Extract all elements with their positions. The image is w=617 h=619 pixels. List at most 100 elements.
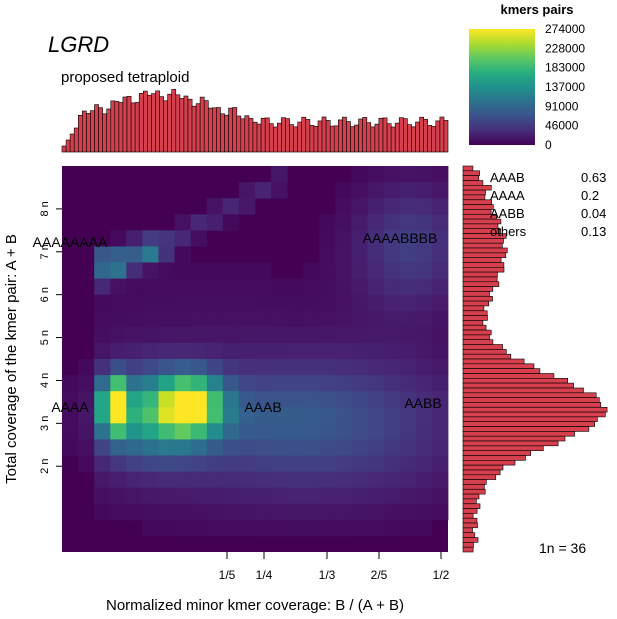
heatmap-cell [174,294,192,312]
heatmap-cell [399,262,417,279]
heatmap-cell [271,375,288,392]
heatmap-cell [174,423,192,440]
top-hist-bar [423,119,429,153]
heatmap-cell [319,359,336,376]
heatmap-cell [399,519,417,537]
proportion-label: AAAB [490,170,525,185]
x-tick-label: 1/5 [219,568,236,582]
heatmap-cell [415,455,433,472]
heatmap-cell [126,326,143,344]
right-hist-bar [462,353,512,360]
color-legend: kmers pairs 274000 228000 183000 137000 9100… [469,2,585,152]
heatmap-cell [383,262,401,279]
heatmap-cell [415,359,433,376]
right-hist-bar [462,421,595,427]
legend-ticks: 274000 228000 183000 137000 91000 46000 0 [545,22,585,152]
heatmap-cell [351,198,368,215]
heatmap-cell [222,326,240,344]
proportion-value: 0.63 [581,170,606,185]
heatmap-cell [110,391,127,408]
top-hist-bar [102,113,107,153]
heatmap-cell [351,310,368,328]
right-hist-bar [462,392,597,398]
heatmap-cell [303,326,320,344]
top-hist-bar [208,107,213,153]
top-hist-bar [370,126,376,153]
top-histogram [61,89,449,153]
heatmap-cell [399,455,417,472]
heatmap-cell [271,471,288,489]
heatmap-cell [351,455,368,472]
chart-title: LGRD [48,32,109,57]
heatmap-cell [255,455,272,472]
heatmap-cell [367,230,385,247]
heatmap-cell [255,278,272,296]
heatmap-cell [206,487,224,505]
heatmap-cell [174,359,192,376]
y-axis: 2 n 3 n 4 n 5 n 6 n 7 n 8 n [39,201,62,474]
heatmap-cell [238,455,256,472]
right-hist-bar [462,305,485,311]
heatmap-cell [431,359,449,376]
heatmap-cell [174,407,192,424]
heatmap-cell [383,326,401,344]
heatmap-cell [319,439,336,456]
heatmap-cell [158,342,175,360]
heatmap-cell [351,503,368,521]
right-hist-bar [462,377,568,384]
heatmap-cell [94,278,111,296]
heatmap-cell [222,278,240,296]
heatmap-cell [335,375,352,392]
heatmap-cell [190,310,208,328]
heatmap-cell [238,423,256,440]
heatmap-cell [319,471,336,489]
right-hist-bar [462,488,486,495]
right-hist-bar [462,440,559,447]
heatmap-cell [287,278,304,296]
top-hist-bar [276,122,282,153]
top-hist-bar [216,107,221,153]
heatmap-cell [303,310,320,328]
heatmap-cell [238,471,256,489]
heatmap-cell [431,439,449,456]
heatmap-cell [174,342,192,360]
heatmap-cell [335,359,352,376]
heatmap-cell [142,503,159,521]
heatmap-cell [415,519,433,537]
right-hist-bar [462,406,608,413]
heatmap-cell [238,326,256,344]
heatmap-cell [351,342,368,360]
heatmap-cell [126,230,143,247]
heatmap-cell [415,423,433,440]
heatmap-cell [94,342,111,360]
right-hist-bar [462,368,541,374]
heatmap-cell [174,214,192,231]
top-hist-bar [183,95,189,153]
heatmap-cell [415,310,433,328]
heatmap-cell [431,310,449,328]
heatmap-cell [383,278,401,296]
heatmap-cell [383,487,401,505]
heatmap-cell [190,278,208,296]
right-hist-bar [462,537,479,543]
heatmap-cell [110,326,127,344]
heatmap-cell [158,487,175,505]
heatmap-cell [158,519,175,537]
heatmap-cell [415,407,433,424]
heatmap-cell [110,407,127,424]
top-hist-bar [248,118,254,153]
right-hist-bar [462,363,535,369]
heatmap-cell [78,455,95,472]
heatmap-cell [335,182,352,199]
heatmap-cell [126,487,143,505]
heatmap-cell [222,471,240,489]
heatmap-cell [287,503,304,521]
heatmap-cell [142,359,159,376]
heatmap-cell [238,182,256,199]
heatmap-cell [383,230,401,247]
top-hist-bar [293,126,299,153]
top-hist-bar [366,122,372,153]
heatmap-cell [287,455,304,472]
heatmap-cell [367,487,385,505]
right-hist-bar [462,411,606,418]
